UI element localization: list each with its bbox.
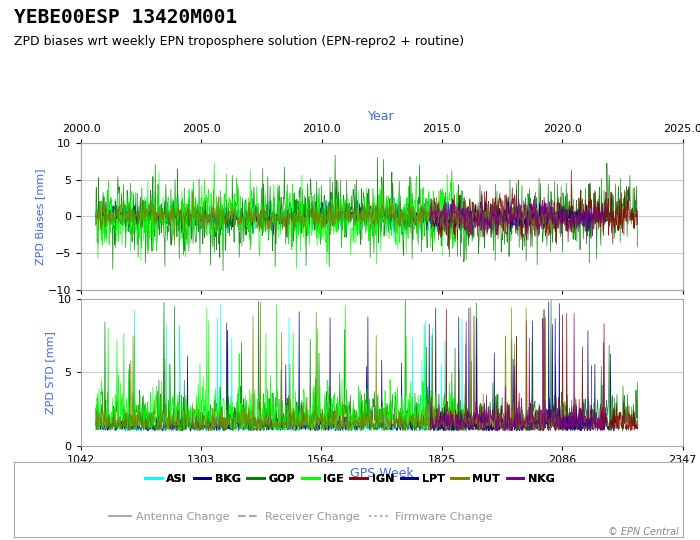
X-axis label: Year: Year [368, 110, 395, 123]
Text: YEBE00ESP 13420M001: YEBE00ESP 13420M001 [14, 8, 237, 27]
Text: © EPN Central: © EPN Central [608, 527, 679, 537]
X-axis label: GPS Week: GPS Week [350, 467, 413, 480]
Text: ZPD biases wrt weekly EPN troposphere solution (EPN-repro2 + routine): ZPD biases wrt weekly EPN troposphere so… [14, 35, 464, 48]
Legend: Antenna Change, Receiver Change, Firmware Change: Antenna Change, Receiver Change, Firmwar… [105, 508, 497, 526]
Y-axis label: ZPD Biases [mm]: ZPD Biases [mm] [34, 168, 45, 265]
Y-axis label: ZPD STD [mm]: ZPD STD [mm] [45, 330, 55, 414]
Legend: ASI, BKG, GOP, IGE, IGN, LPT, MUT, NKG: ASI, BKG, GOP, IGE, IGN, LPT, MUT, NKG [141, 470, 559, 489]
